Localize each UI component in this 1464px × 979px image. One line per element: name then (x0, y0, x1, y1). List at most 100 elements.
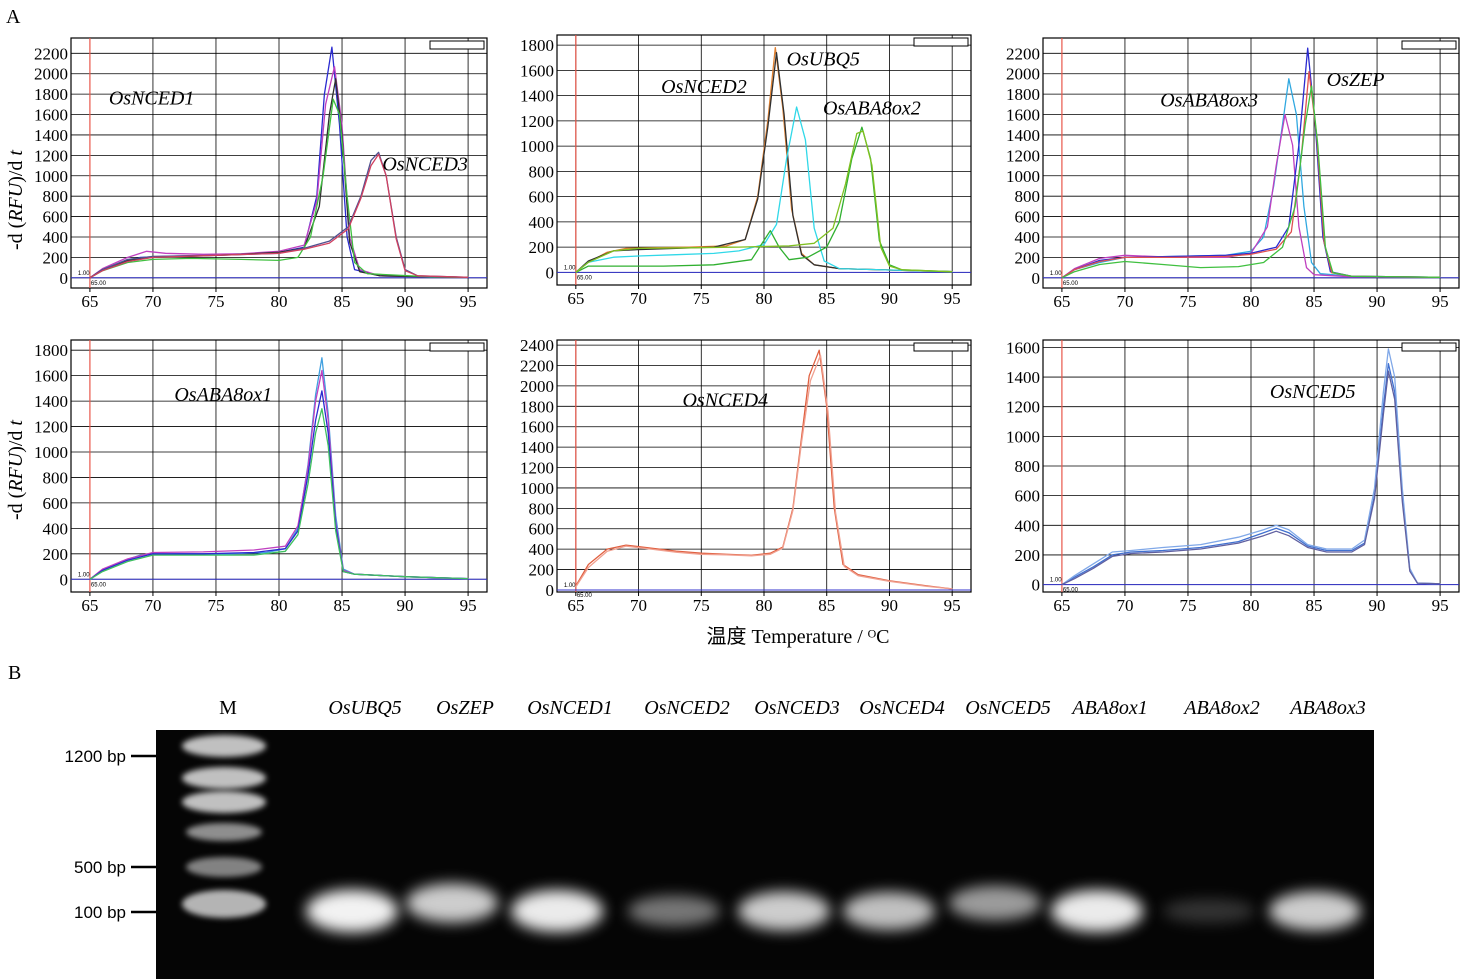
melt-curve-chart-3: 65 70 75 80 85 90 9502004006008001000120014001… (1006, 37, 1460, 311)
y-tick-label: 1400 (34, 126, 68, 145)
y-tick-label: 400 (1015, 516, 1041, 535)
gel-size-markers: 1200 bp 500 bp 100 bp (65, 747, 156, 922)
size-marker-100bp: 100 bp (74, 903, 126, 922)
x-tick-label: 80 (756, 596, 773, 615)
y-tick-label: 1600 (34, 367, 68, 386)
panel-a-label: A (6, 6, 21, 28)
x-tick-label: 65 (1053, 292, 1070, 311)
gel-lane-label: OsNCED4 (859, 697, 945, 719)
y-tick-label: 1600 (1006, 338, 1040, 357)
start-temperature-label: 65.00 (91, 281, 107, 287)
gene-label: OsABA8ox1 (174, 384, 272, 406)
x-tick-label: 80 (271, 596, 288, 615)
y-tick-label: 1000 (1006, 167, 1040, 186)
x-tick-label: 85 (818, 596, 835, 615)
x-tick-label: 95 (460, 596, 477, 615)
gene-label: OsABA8ox2 (823, 98, 921, 120)
y-tick-label: 2200 (520, 357, 554, 376)
gel-band (949, 885, 1041, 921)
y-tick-label: 1200 (520, 459, 554, 478)
y-tick-label: 0 (1032, 269, 1041, 288)
size-marker-500bp: 500 bp (74, 858, 126, 877)
y-tick-label: 600 (1015, 208, 1041, 227)
y-tick-label: 2200 (1006, 44, 1040, 63)
y-tick-label: 200 (1015, 248, 1041, 267)
ladder-band (182, 791, 266, 813)
y-tick-label: 600 (529, 188, 555, 207)
y-tick-label: 400 (529, 540, 555, 559)
size-marker-1200bp: 1200 bp (65, 747, 126, 766)
x-tick-label: 90 (397, 596, 414, 615)
x-tick-label: 65 (81, 596, 98, 615)
y-tick-label: 0 (1032, 576, 1041, 595)
melt-curve-series-3 (1061, 370, 1441, 586)
y-tick-label: 1600 (34, 106, 68, 125)
threshold-label: 1.00 (564, 265, 576, 271)
start-temperature-label: 65.00 (91, 582, 107, 588)
gel-lane-label: OsZEP (436, 697, 494, 719)
y-tick-label: 600 (1015, 487, 1041, 506)
melt-curve-series-2 (575, 354, 953, 590)
y-tick-label: 1200 (1006, 398, 1040, 417)
start-temperature-label: 65.00 (1063, 281, 1079, 287)
y-tick-label: 1400 (520, 87, 554, 106)
y-tick-label: 1400 (1006, 368, 1040, 387)
x-tick-label: 90 (881, 289, 898, 308)
x-tick-label: 75 (207, 596, 224, 615)
melt-curve-chart-1: 65 70 75 80 85 90 9502004006008001000120014001… (34, 37, 488, 311)
melt-curve-chart-2: 65 70 75 80 85 90 95 0 200 400 600 800 1000 1200 1400 1… (520, 34, 972, 308)
y-tick-label: 1000 (34, 443, 68, 462)
gel-band (1051, 889, 1143, 933)
y-tick-label: 1200 (34, 418, 68, 437)
x-tick-label: 85 (334, 292, 351, 311)
y-axis-label-bottom: -d (RFU)/d t (5, 420, 27, 520)
melt-curve-series-2 (1061, 113, 1441, 279)
x-tick-label: 85 (818, 289, 835, 308)
threshold-label: 1.00 (564, 583, 576, 589)
melt-curve-series-2 (89, 369, 469, 580)
y-tick-label: 0 (60, 269, 69, 288)
x-tick-label: 75 (693, 596, 710, 615)
ladder-band (182, 767, 266, 789)
gene-label: OsNCED2 (661, 76, 747, 98)
y-tick-label: 2200 (34, 44, 68, 63)
gene-label: OsNCED1 (109, 87, 195, 109)
gel-lane-label: OsNCED2 (644, 697, 730, 719)
y-tick-label: 1200 (520, 112, 554, 131)
x-tick-label: 70 (1116, 292, 1133, 311)
gene-label: OsUBQ5 (787, 48, 860, 70)
gene-label: OsNCED3 (382, 154, 468, 176)
melt-curve-series-3 (575, 106, 953, 273)
gel-lane-label: ABA8ox3 (1288, 697, 1366, 719)
x-tick-label: 70 (144, 596, 161, 615)
gel-lane-label: ABA8ox1 (1070, 697, 1148, 719)
x-tick-label: 75 (207, 292, 224, 311)
x-tick-label: 75 (1179, 292, 1196, 311)
y-tick-label: 800 (1015, 457, 1041, 476)
melt-curve-charts: 65 70 75 80 85 90 9502004006008001000120014001… (34, 34, 1460, 615)
x-tick-label: 85 (1306, 292, 1323, 311)
y-axis-label-top: -d (RFU)/d t (5, 150, 27, 250)
gene-label: OsZEP (1327, 69, 1385, 91)
legend-box (429, 40, 485, 50)
x-tick-label: 70 (630, 289, 647, 308)
y-tick-label: 0 (546, 581, 555, 600)
x-tick-label: 65 (567, 596, 584, 615)
x-tick-label: 90 (397, 292, 414, 311)
y-tick-label: 800 (529, 499, 555, 518)
x-tick-label: 95 (944, 596, 961, 615)
y-tick-label: 200 (43, 545, 69, 564)
y-tick-label: 400 (1015, 228, 1041, 247)
gel-image (156, 730, 1374, 979)
x-tick-label: 75 (693, 289, 710, 308)
melt-curve-chart-6: 65 70 75 80 85 90 95 0 200 400 600 800 1000 1200 1400 1… (1006, 338, 1460, 615)
y-tick-label: 800 (43, 468, 69, 487)
x-tick-label: 70 (630, 596, 647, 615)
x-tick-label: 80 (271, 292, 288, 311)
start-temperature-label: 65.00 (1063, 588, 1079, 594)
ladder-band (186, 823, 262, 841)
y-tick-label: 1800 (34, 341, 68, 360)
y-tick-label: 0 (546, 263, 555, 282)
x-tick-label: 85 (334, 596, 351, 615)
